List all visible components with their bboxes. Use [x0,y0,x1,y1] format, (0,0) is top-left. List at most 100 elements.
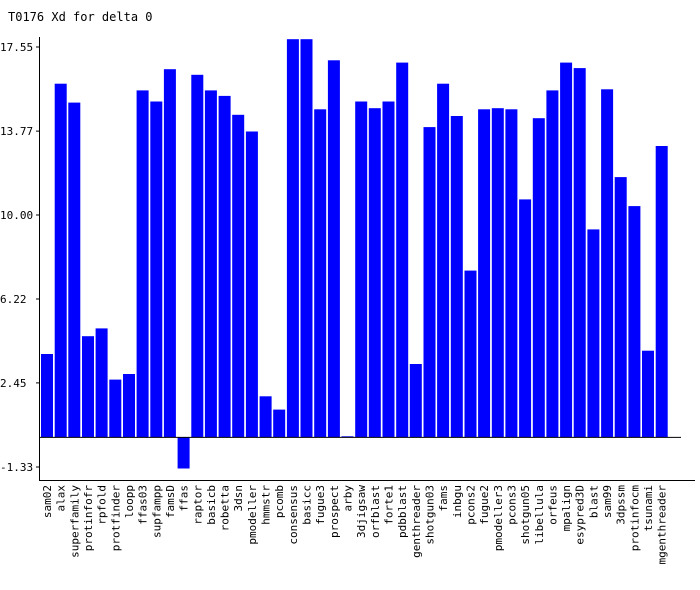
x-tick-label: 3dsn [232,485,245,512]
bar-tsunami [642,350,654,438]
x-tick-label: supfampp [150,485,163,538]
x-tick-label: shotgun05 [519,485,532,545]
x-tick-label: protinfocm [628,485,641,552]
x-tick-label: pcomb [273,485,286,518]
x-tick-label: orfblast [369,485,382,538]
x-tick-label: blast [587,485,600,518]
x-tick-label: sam02 [41,485,54,518]
x-tick-label: shotgun03 [424,485,437,545]
y-axis-ticks: -1.33 2.45 6.22 10.00 13.77 17.55 [0,41,40,474]
bar-fugue3 [314,109,327,438]
bar-famsD [163,69,176,438]
bar-3dpssm [614,177,627,438]
x-tick-label: loopp [123,485,136,518]
bar-pdbblast [396,62,409,438]
x-tick-label: superfamily [68,485,81,558]
x-tick-label: genthreader [410,485,423,558]
x-tick-label: arby [342,485,355,512]
bar-genthreader [409,364,422,438]
x-tick-label: sam99 [601,485,614,518]
x-tick-label: pmodeller [246,485,259,545]
bar-libellula [532,118,545,438]
x-tick-label: robetta [219,485,232,531]
bar-hmmstr [259,396,272,438]
bar-pcons2 [464,270,477,438]
bar-3djigsaw [355,101,368,438]
x-tick-label: fugue3 [314,485,327,525]
bar-esypred3D [573,68,586,438]
x-tick-label: mpalign [560,485,573,531]
bar-alax [54,83,67,438]
x-tick-label: alax [55,485,68,512]
bars-group [41,39,668,469]
x-tick-label: protinfofr [82,485,95,552]
bar-orfblast [368,108,381,438]
x-tick-label: basicc [301,485,314,525]
bar-mgenthreader [655,146,668,438]
x-tick-label: consensus [287,485,300,545]
bar-forte1 [382,101,395,438]
bar-supfampp [150,101,163,438]
bar-protinfocm [628,206,641,438]
bar-protinfofr [82,336,94,438]
bar-fugue2 [478,109,491,438]
y-tick-label: 2.45 [0,377,27,390]
bar-orfeus [546,90,559,438]
x-tick-label: pcons2 [465,485,478,525]
y-tick-label: -1.33 [0,461,33,474]
x-tick-label: pdbblast [396,485,409,538]
bar-pmodeller [245,131,258,438]
x-tick-label: fams [437,485,450,512]
x-tick-label: raptor [191,485,204,525]
x-tick-label: pcons3 [505,485,518,525]
x-tick-label: libellula [533,485,546,545]
bar-inbgu [450,116,463,438]
bar-rpfold [95,328,108,438]
x-tick-label: rpfold [96,485,109,525]
bar-ffas [177,437,190,469]
x-tick-label: pmodeller3 [492,485,505,551]
bar-prospect [327,60,340,438]
bar-arby [341,436,354,438]
x-tick-label: protfinder [109,485,122,552]
bar-protfinder [109,379,122,438]
bar-ffas03 [136,90,149,438]
x-tick-label: basicb [205,485,218,525]
x-tick-label: famsD [164,485,177,518]
x-tick-label: 3dpssm [615,485,628,525]
y-tick-label: 17.55 [0,41,33,54]
bar-basicb [204,90,217,438]
y-tick-label: 6.22 [0,293,27,306]
bar-superfamily [68,102,81,438]
x-tick-label: forte1 [383,485,396,525]
bar-mpalign [560,62,573,438]
bar-pcons3 [505,109,518,438]
bar-basicc [300,39,313,438]
bar-fams [437,83,450,438]
bar-blast [587,229,600,438]
bar-shotgun03 [423,127,436,438]
y-tick-label: 10.00 [0,209,33,222]
bar-sam02 [41,354,53,438]
x-tick-label: prospect [328,485,341,538]
x-tick-label: orfeus [546,485,559,525]
x-tick-label: mgenthreader [656,485,669,565]
x-tick-label: hmmstr [260,485,273,525]
x-tick-label: ffas [178,485,191,512]
x-tick-label: fugue2 [478,485,491,525]
bar-pcomb [273,409,286,438]
bar-loopp [123,374,135,438]
bar-pmodeller3 [491,108,504,438]
bar-raptor [191,74,204,438]
bar-3dsn [232,114,245,438]
y-tick-label: 13.77 [0,125,33,138]
x-tick-label: esypred3D [574,485,587,545]
bar-consensus [286,39,299,438]
x-axis-tick-labels: sam02 alax superfamily protinfofr rpfold prot… [41,485,669,565]
bar-sam99 [601,89,614,438]
x-tick-label: tsunami [642,485,655,531]
bar-shotgun05 [519,199,532,438]
x-tick-label: ffas03 [137,485,150,525]
x-tick-label: inbgu [451,485,464,518]
